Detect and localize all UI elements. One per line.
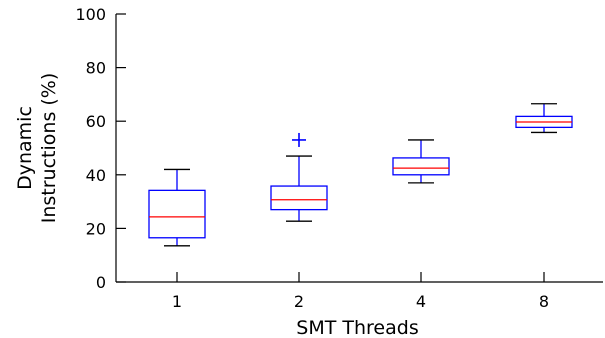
x-axis-title: SMT Threads: [296, 317, 418, 338]
x-tick-label: 4: [416, 292, 426, 311]
box-group-2: [270, 132, 328, 222]
plot-area: 0 20 40 60 80 100 1 2 4 8: [75, 5, 603, 311]
box-group-4: [392, 139, 450, 184]
y-tick-label: 40: [86, 166, 106, 185]
y-tick-label: 20: [86, 219, 106, 238]
outlier-marker: [292, 132, 306, 147]
x-tick-label: 2: [294, 292, 304, 311]
box-group-1: [148, 168, 206, 247]
box-iqr: [392, 157, 450, 176]
y-tick-label: 0: [96, 273, 106, 292]
y-tick-label: 100: [75, 5, 106, 24]
box-iqr: [270, 185, 328, 211]
y-tick-label: 60: [86, 112, 106, 131]
x-tick-label: 8: [539, 292, 549, 311]
y-axis-title-line-1: Dynamic: [14, 106, 36, 190]
y-tick-label: 80: [86, 59, 106, 78]
y-axis-title-line-2: Instructions (%): [38, 73, 60, 224]
x-tick-label: 1: [172, 292, 182, 311]
box-group-8: [515, 103, 573, 134]
box-iqr: [148, 189, 206, 239]
